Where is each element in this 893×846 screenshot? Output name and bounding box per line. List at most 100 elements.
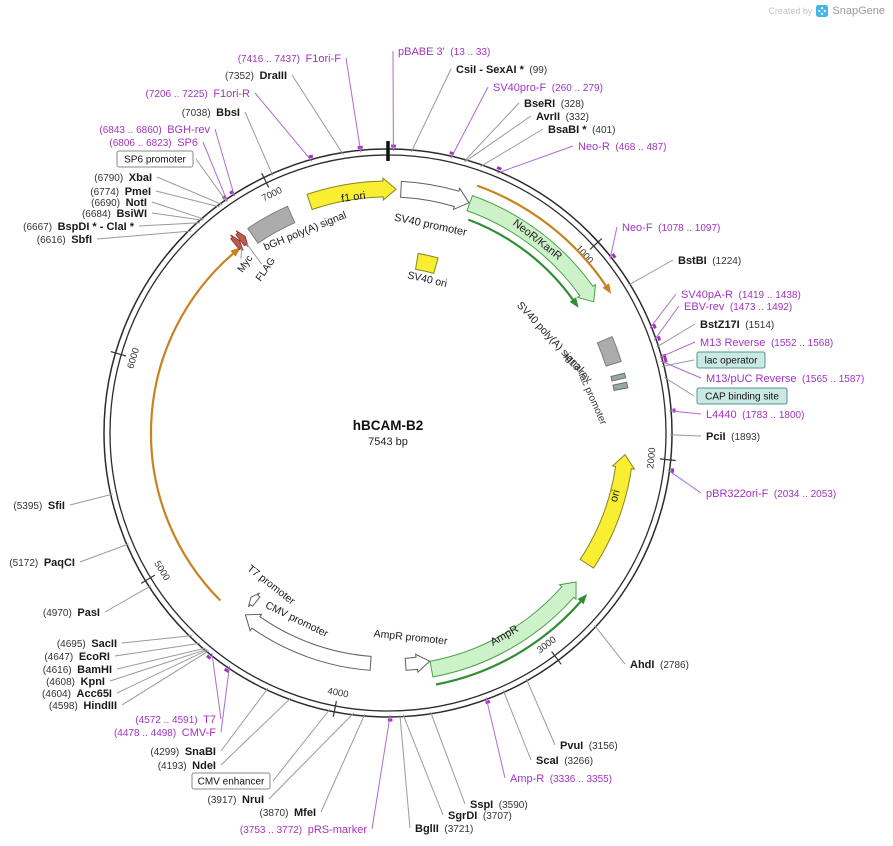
feature-orf-insert-arc bbox=[149, 252, 234, 602]
callout-enzyme-noti[interactable]: (6690) NotI bbox=[91, 197, 147, 209]
callout-primer-neo-f[interactable]: Neo-F (1078 .. 1097) bbox=[622, 222, 720, 234]
feature-label-lac-promoter[interactable]: lac promoter bbox=[576, 371, 609, 427]
callout-primer-m13-reverse[interactable]: M13 Reverse (1552 .. 1568) bbox=[700, 337, 833, 349]
callout-primer-neo-r[interactable]: Neo-R (468 .. 487) bbox=[578, 141, 667, 153]
feature-t7-promoter[interactable] bbox=[248, 592, 261, 608]
callout-enzyme-ndei[interactable]: (4193) NdeI bbox=[158, 760, 216, 772]
callout-primer-sv40pa-r[interactable]: SV40pA-R (1419 .. 1438) bbox=[681, 289, 801, 301]
feature-myc[interactable] bbox=[230, 234, 244, 251]
callout-box-sp6-promoter[interactable]: SP6 promoter bbox=[116, 150, 194, 168]
callout-primer-sv40pro-f[interactable]: SV40pro-F (260 .. 279) bbox=[493, 82, 603, 94]
callout-box-label-sp6-promoter: SP6 promoter bbox=[124, 155, 186, 166]
callout-enzyme-ahdi[interactable]: AhdI (2786) bbox=[630, 659, 689, 671]
callout-primer-cmv-f[interactable]: (4478 .. 4498) CMV-F bbox=[114, 727, 216, 739]
callout-enzyme-bamhi[interactable]: (4616) BamHI bbox=[43, 664, 112, 676]
callout-primer-ebv-rev[interactable]: EBV-rev (1473 .. 1492) bbox=[684, 301, 792, 313]
callout-enzyme-pasi[interactable]: (4970) PasI bbox=[43, 607, 100, 619]
feature-orf-neo[interactable] bbox=[476, 184, 612, 294]
feature-orf-insert[interactable] bbox=[149, 247, 241, 602]
callout-enzyme-bglii[interactable]: BglII (3721) bbox=[415, 823, 473, 835]
primer-mark-sp6[interactable] bbox=[221, 194, 227, 200]
callout-box-cmv-enhancer[interactable]: CMV enhancer bbox=[191, 772, 271, 790]
feature-ampr[interactable] bbox=[429, 581, 577, 678]
callout-enzyme-draiii[interactable]: (7352) DraIII bbox=[225, 70, 287, 82]
primer-mark-m13-puc-reverse[interactable] bbox=[663, 356, 668, 363]
callout-enzyme-bspdi-clai[interactable]: (6667) BspDI * - ClaI * bbox=[23, 221, 135, 233]
callout-primer-t7[interactable]: (4572 .. 4591) T7 bbox=[135, 714, 216, 726]
callout-enzyme-paqci[interactable]: (5172) PaqCI bbox=[9, 557, 75, 569]
feature-label-flag[interactable]: FLAG bbox=[254, 256, 278, 284]
callout-enzyme-bsabi[interactable]: BsaBI * (401) bbox=[548, 124, 615, 136]
primer-mark-neo-f[interactable] bbox=[611, 253, 617, 259]
callout-enzyme-ecori[interactable]: (4647) EcoRI bbox=[44, 651, 110, 663]
callout-enzyme-snabi[interactable]: (4299) SnaBI bbox=[150, 746, 216, 758]
feature-ampr-promoter[interactable] bbox=[404, 653, 431, 674]
callout-enzyme-sacii[interactable]: (4695) SacII bbox=[57, 638, 117, 650]
primer-mark-sv40pa-r[interactable] bbox=[652, 323, 657, 329]
feature-leader-1 bbox=[246, 243, 263, 265]
callout-enzyme-pvui[interactable]: PvuI (3156) bbox=[560, 740, 618, 752]
feature-label-myc[interactable]: Myc bbox=[236, 253, 256, 274]
feature-bgh-polya[interactable] bbox=[247, 205, 296, 244]
primer-mark-neo-r[interactable] bbox=[496, 166, 502, 171]
callout-enzyme-sfii[interactable]: (5395) SfiI bbox=[13, 500, 65, 512]
callout-enzyme-hindiii[interactable]: (4598) HindIII bbox=[49, 700, 117, 712]
callout-enzyme-sspi[interactable]: SspI (3590) bbox=[470, 799, 528, 811]
feature-label-f1-ori[interactable]: f1 ori bbox=[340, 190, 366, 205]
primer-mark-sv40pro-f[interactable] bbox=[449, 151, 455, 156]
feature-label-ori[interactable]: ori bbox=[608, 489, 623, 504]
callout-primer-prs-marker[interactable]: (3753 .. 3772) pRS-marker bbox=[240, 824, 367, 836]
feature-sv40-ori[interactable] bbox=[414, 252, 439, 275]
callout-primer-pbr322ori-f[interactable]: pBR322ori-F (2034 .. 2053) bbox=[706, 488, 836, 500]
callout-primer-f1ori-f[interactable]: (7416 .. 7437) F1ori-F bbox=[238, 53, 342, 65]
callout-primer-l4440[interactable]: L4440 (1783 .. 1800) bbox=[706, 409, 804, 421]
callout-enzyme-kpni[interactable]: (4608) KpnI bbox=[46, 676, 105, 688]
callout-enzyme-sbfi[interactable]: (6616) SbfI bbox=[37, 234, 92, 246]
callout-enzyme-xbai[interactable]: (6790) XbaI bbox=[94, 172, 152, 184]
callout-enzyme-bseri[interactable]: BseRI (328) bbox=[524, 98, 584, 110]
feature-label-ampr-promoter[interactable]: AmpR promoter bbox=[373, 628, 448, 648]
callout-enzyme-acc65i[interactable]: (4604) Acc65I bbox=[42, 688, 112, 700]
callout-enzyme-sgrdi[interactable]: SgrDI (3707) bbox=[448, 810, 512, 822]
feature-cds-arrow-neo-arrowhead bbox=[569, 297, 579, 308]
feature-cmv-promoter[interactable] bbox=[244, 613, 372, 671]
callout-box-lac-operator[interactable]: lac operator bbox=[696, 351, 766, 369]
feature-cap-binding-site[interactable] bbox=[612, 381, 629, 391]
feature-lac-operator[interactable] bbox=[610, 372, 627, 382]
callout-enzyme-avrii[interactable]: AvrII (332) bbox=[536, 111, 589, 123]
callout-enzyme-mfei[interactable]: (3870) MfeI bbox=[260, 807, 316, 819]
primer-mark-f1ori-r[interactable] bbox=[308, 154, 314, 159]
primer-mark-t7[interactable] bbox=[206, 654, 212, 660]
primer-mark-ebv-rev[interactable] bbox=[656, 335, 662, 341]
callout-enzyme-pcii[interactable]: PciI (1893) bbox=[706, 431, 760, 443]
leader-xbai bbox=[156, 176, 223, 206]
callout-primer-amp-r[interactable]: Amp-R (3336 .. 3355) bbox=[510, 773, 612, 785]
primer-mark-pbr322ori-f[interactable] bbox=[670, 468, 675, 474]
callout-enzyme-bstz17i[interactable]: BstZ17I (1514) bbox=[700, 319, 774, 331]
callout-primer-m13-puc-reverse[interactable]: M13/pUC Reverse (1565 .. 1587) bbox=[706, 373, 864, 385]
feature-label-sv40-ori[interactable]: SV40 ori bbox=[406, 269, 448, 290]
callout-enzyme-csii-sexai[interactable]: CsiI - SexAI * (99) bbox=[456, 64, 547, 76]
callout-box-cap-binding-site[interactable]: CAP binding site bbox=[696, 387, 788, 405]
feature-label-neor-kanr[interactable]: NeoR/KanR bbox=[510, 217, 564, 263]
feature-flag[interactable] bbox=[235, 230, 249, 247]
callout-enzyme-nrui[interactable]: (3917) NruI bbox=[208, 794, 264, 806]
callout-enzyme-pmei[interactable]: (6774) PmeI bbox=[90, 186, 151, 198]
feature-ori[interactable] bbox=[579, 453, 636, 569]
callout-primer-pbabe-3[interactable]: pBABE 3' (13 .. 33) bbox=[398, 46, 490, 58]
callout-enzyme-bstbi[interactable]: BstBI (1224) bbox=[678, 255, 741, 267]
callout-primer-sp6[interactable]: (6806 .. 6823) SP6 bbox=[109, 137, 198, 149]
leader-pasi bbox=[104, 585, 152, 613]
callout-enzyme-bsiwi[interactable]: (6684) BsiWI bbox=[82, 208, 147, 220]
callout-enzyme-scai[interactable]: ScaI (3266) bbox=[536, 755, 593, 767]
feature-f1-ori[interactable] bbox=[306, 177, 397, 211]
feature-sv40-promoter[interactable] bbox=[400, 180, 470, 211]
primer-mark-cmv-f[interactable] bbox=[223, 667, 230, 673]
feature-sv40-polya[interactable] bbox=[596, 335, 622, 367]
callout-enzyme-bbsi[interactable]: (7038) BbsI bbox=[182, 107, 240, 119]
feature-neor-kanr[interactable] bbox=[466, 194, 597, 303]
callout-primer-bgh-rev[interactable]: (6843 .. 6860) BGH-rev bbox=[99, 124, 210, 136]
callout-primer-f1ori-r[interactable]: (7206 .. 7225) F1ori-R bbox=[146, 88, 251, 100]
feature-label-sv40-promoter[interactable]: SV40 promoter bbox=[393, 212, 468, 239]
